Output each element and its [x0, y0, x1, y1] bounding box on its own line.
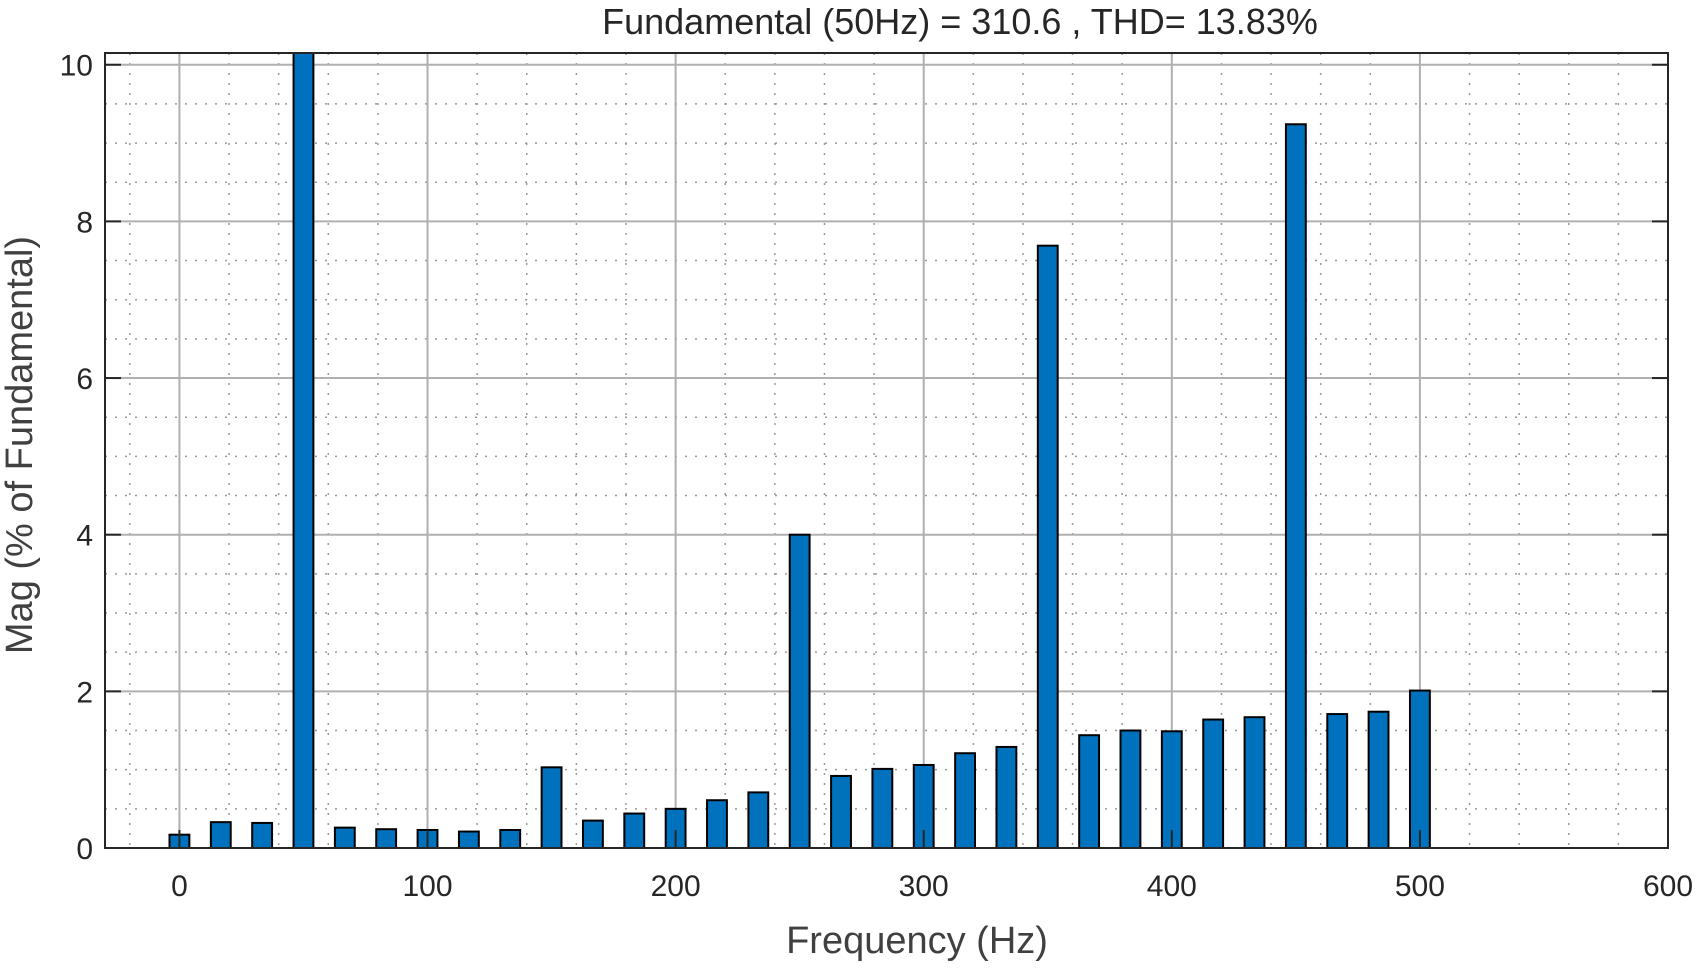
x-axis-label: Frequency (Hz): [786, 920, 1048, 962]
x-tick-label: 200: [651, 870, 701, 903]
bar: [995, 745, 1018, 849]
bar: [1119, 729, 1142, 850]
bar: [871, 767, 894, 849]
bar: [1408, 689, 1431, 850]
bar: [1036, 244, 1059, 849]
bar: [706, 799, 728, 850]
bar: [375, 828, 398, 849]
grid: [105, 53, 1669, 849]
x-tick-label: 400: [1147, 870, 1197, 903]
bar: [747, 791, 770, 849]
x-tick-label: 0: [171, 870, 188, 903]
bar: [540, 766, 563, 850]
ticks: 0 100 200 300 400 500 600 0 2 4 6 8 10: [60, 50, 1693, 903]
bar: [623, 812, 646, 849]
bar: [333, 826, 356, 850]
bar: [209, 821, 232, 849]
y-tick-label: 2: [76, 676, 93, 709]
chart-title: Fundamental (50Hz) = 310.6 , THD= 13.83%: [602, 1, 1318, 42]
y-tick-label: 0: [76, 833, 93, 866]
x-tick-label: 300: [899, 870, 949, 903]
y-tick-label: 10: [60, 50, 93, 83]
bar: [1367, 710, 1390, 850]
bar: [457, 830, 480, 849]
bar: [499, 828, 522, 850]
bar: [1326, 713, 1349, 849]
bar: [954, 752, 976, 850]
y-tick-label: 6: [76, 363, 93, 396]
x-tick-label: 600: [1643, 870, 1693, 903]
bar: [788, 533, 811, 850]
bar: [1202, 718, 1225, 850]
bar: [830, 774, 852, 849]
y-tick-label: 8: [76, 206, 93, 239]
y-axis-label: Mag (% of Fundamental): [0, 236, 41, 654]
bar: [1243, 716, 1266, 849]
bar: [1284, 123, 1307, 849]
bar: [1078, 734, 1101, 850]
axes-box: [104, 52, 1669, 849]
bars: [168, 52, 1431, 850]
x-tick-label: 100: [402, 870, 452, 903]
bar: [251, 821, 274, 850]
y-tick-label: 4: [76, 520, 93, 553]
x-tick-label: 500: [1395, 870, 1445, 903]
bar: [582, 819, 604, 849]
bar: [292, 52, 315, 849]
